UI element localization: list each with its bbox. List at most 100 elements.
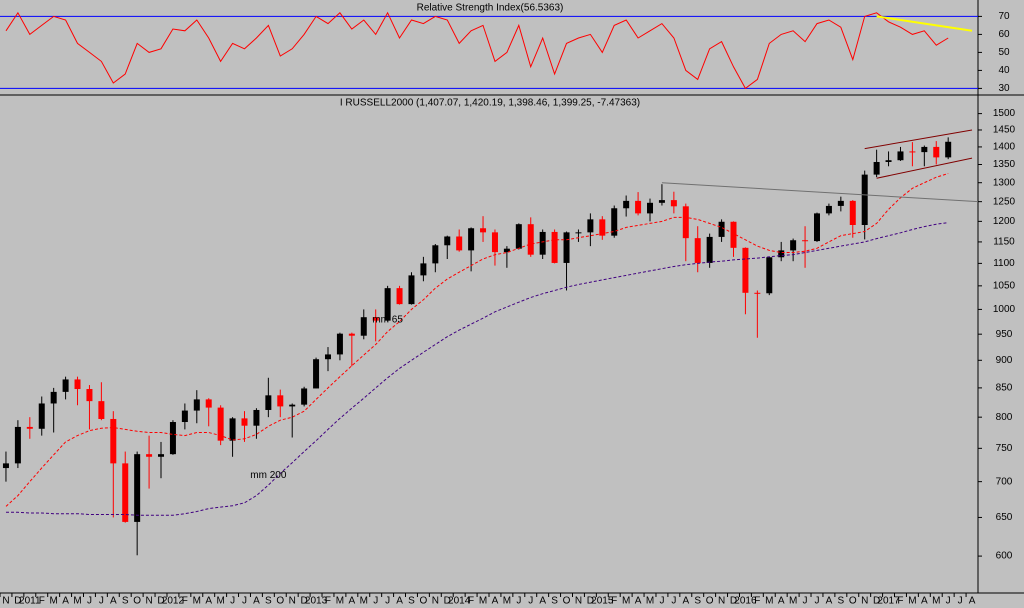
x-tick-label: F	[182, 596, 188, 607]
y-tick-label: 70	[998, 11, 1010, 22]
x-tick-label: J	[516, 596, 521, 607]
moving-average-label: mm 65	[372, 314, 403, 325]
candle-body	[909, 151, 916, 153]
candle-body	[551, 231, 558, 263]
x-tick-label: N	[432, 596, 439, 607]
x-tick-label: J	[659, 596, 664, 607]
x-tick-label: S	[838, 596, 845, 607]
x-tick-label: D	[873, 596, 880, 607]
x-tick-label: A	[778, 596, 785, 607]
candle-body	[778, 250, 785, 258]
x-tick-label: D	[730, 596, 737, 607]
x-tick-label: O	[133, 596, 141, 607]
x-tick-label: F	[754, 596, 760, 607]
trendline	[864, 129, 973, 150]
x-tick-label: M	[789, 596, 797, 607]
x-tick-label: J	[242, 596, 247, 607]
x-tick-label: F	[39, 596, 45, 607]
candle-body	[515, 224, 522, 249]
y-tick-label: 1050	[993, 280, 1016, 291]
x-tick-label: A	[62, 596, 69, 607]
candle-body	[635, 200, 642, 214]
candle-body	[790, 240, 797, 251]
candle-body	[26, 426, 33, 429]
candle-body	[885, 160, 892, 162]
trendline	[876, 157, 973, 179]
candle-body	[491, 232, 498, 253]
x-tick-label: J	[385, 596, 390, 607]
candle-body	[289, 404, 296, 407]
x-tick-label: J	[87, 596, 92, 607]
x-tick-label: M	[216, 596, 224, 607]
x-tick-label: J	[99, 596, 104, 607]
candle-body	[241, 418, 248, 426]
candle-body	[217, 407, 224, 441]
candle-body	[122, 463, 129, 522]
x-tick-label: D	[301, 596, 308, 607]
candle-body	[74, 379, 81, 390]
candle-body	[837, 200, 844, 206]
candle-body	[623, 200, 630, 209]
y-tick-label: 1350	[993, 159, 1016, 170]
x-tick-label: M	[646, 596, 654, 607]
candle-body	[503, 248, 510, 253]
moving-average	[6, 222, 949, 516]
rsi-title: Relative Strength Index(56.5363)	[417, 3, 564, 14]
y-tick-label: 600	[996, 551, 1013, 562]
y-tick-label: 1400	[993, 142, 1016, 153]
x-tick-label: J	[230, 596, 235, 607]
x-tick-label: A	[253, 596, 260, 607]
x-tick-label: M	[932, 596, 940, 607]
x-tick-label: M	[360, 596, 368, 607]
x-tick-label: M	[503, 596, 511, 607]
candle-body	[229, 418, 236, 441]
x-tick-label: A	[969, 596, 976, 607]
x-tick-label: S	[551, 596, 558, 607]
candle-body	[813, 213, 820, 242]
candle-body	[849, 200, 856, 225]
candle-body	[134, 454, 141, 522]
candle-body	[587, 219, 594, 233]
x-tick-label: O	[849, 596, 857, 607]
candle-body	[277, 395, 284, 407]
x-tick-label: S	[265, 596, 272, 607]
candle-body	[2, 463, 9, 469]
x-tick-label: 2014	[448, 596, 471, 607]
x-tick-label: 2015	[591, 596, 614, 607]
candle-body	[62, 379, 69, 392]
candle-body	[301, 388, 308, 405]
candle-body	[539, 231, 546, 255]
y-tick-label: 60	[998, 29, 1010, 40]
x-tick-label: A	[110, 596, 117, 607]
candle-body	[706, 236, 713, 263]
x-tick-label: O	[420, 596, 428, 607]
candle-body	[408, 275, 415, 305]
trendline	[876, 15, 973, 32]
y-tick-label: 700	[996, 476, 1013, 487]
candle-body	[146, 454, 153, 457]
candle-body	[897, 151, 904, 161]
y-tick-label: 850	[996, 383, 1013, 394]
candle-body	[563, 232, 570, 263]
y-tick-label: 1200	[993, 216, 1016, 227]
candle-body	[158, 454, 165, 457]
candle-body	[718, 221, 725, 237]
x-tick-label: M	[765, 596, 773, 607]
moving-average	[5, 173, 949, 507]
candle-body	[802, 240, 809, 242]
candle-body	[253, 409, 260, 426]
y-tick-label: 1500	[993, 108, 1016, 119]
y-tick-label: 1150	[993, 237, 1015, 248]
x-tick-label: A	[826, 596, 833, 607]
x-tick-label: D	[444, 596, 451, 607]
candle-body	[933, 146, 940, 158]
x-tick-label: M	[49, 596, 57, 607]
x-tick-label: M	[479, 596, 487, 607]
candle-body	[181, 410, 188, 423]
x-tick-label: S	[694, 596, 701, 607]
x-tick-label: A	[205, 596, 212, 607]
candle-body	[360, 317, 367, 336]
candle-body	[682, 206, 689, 239]
